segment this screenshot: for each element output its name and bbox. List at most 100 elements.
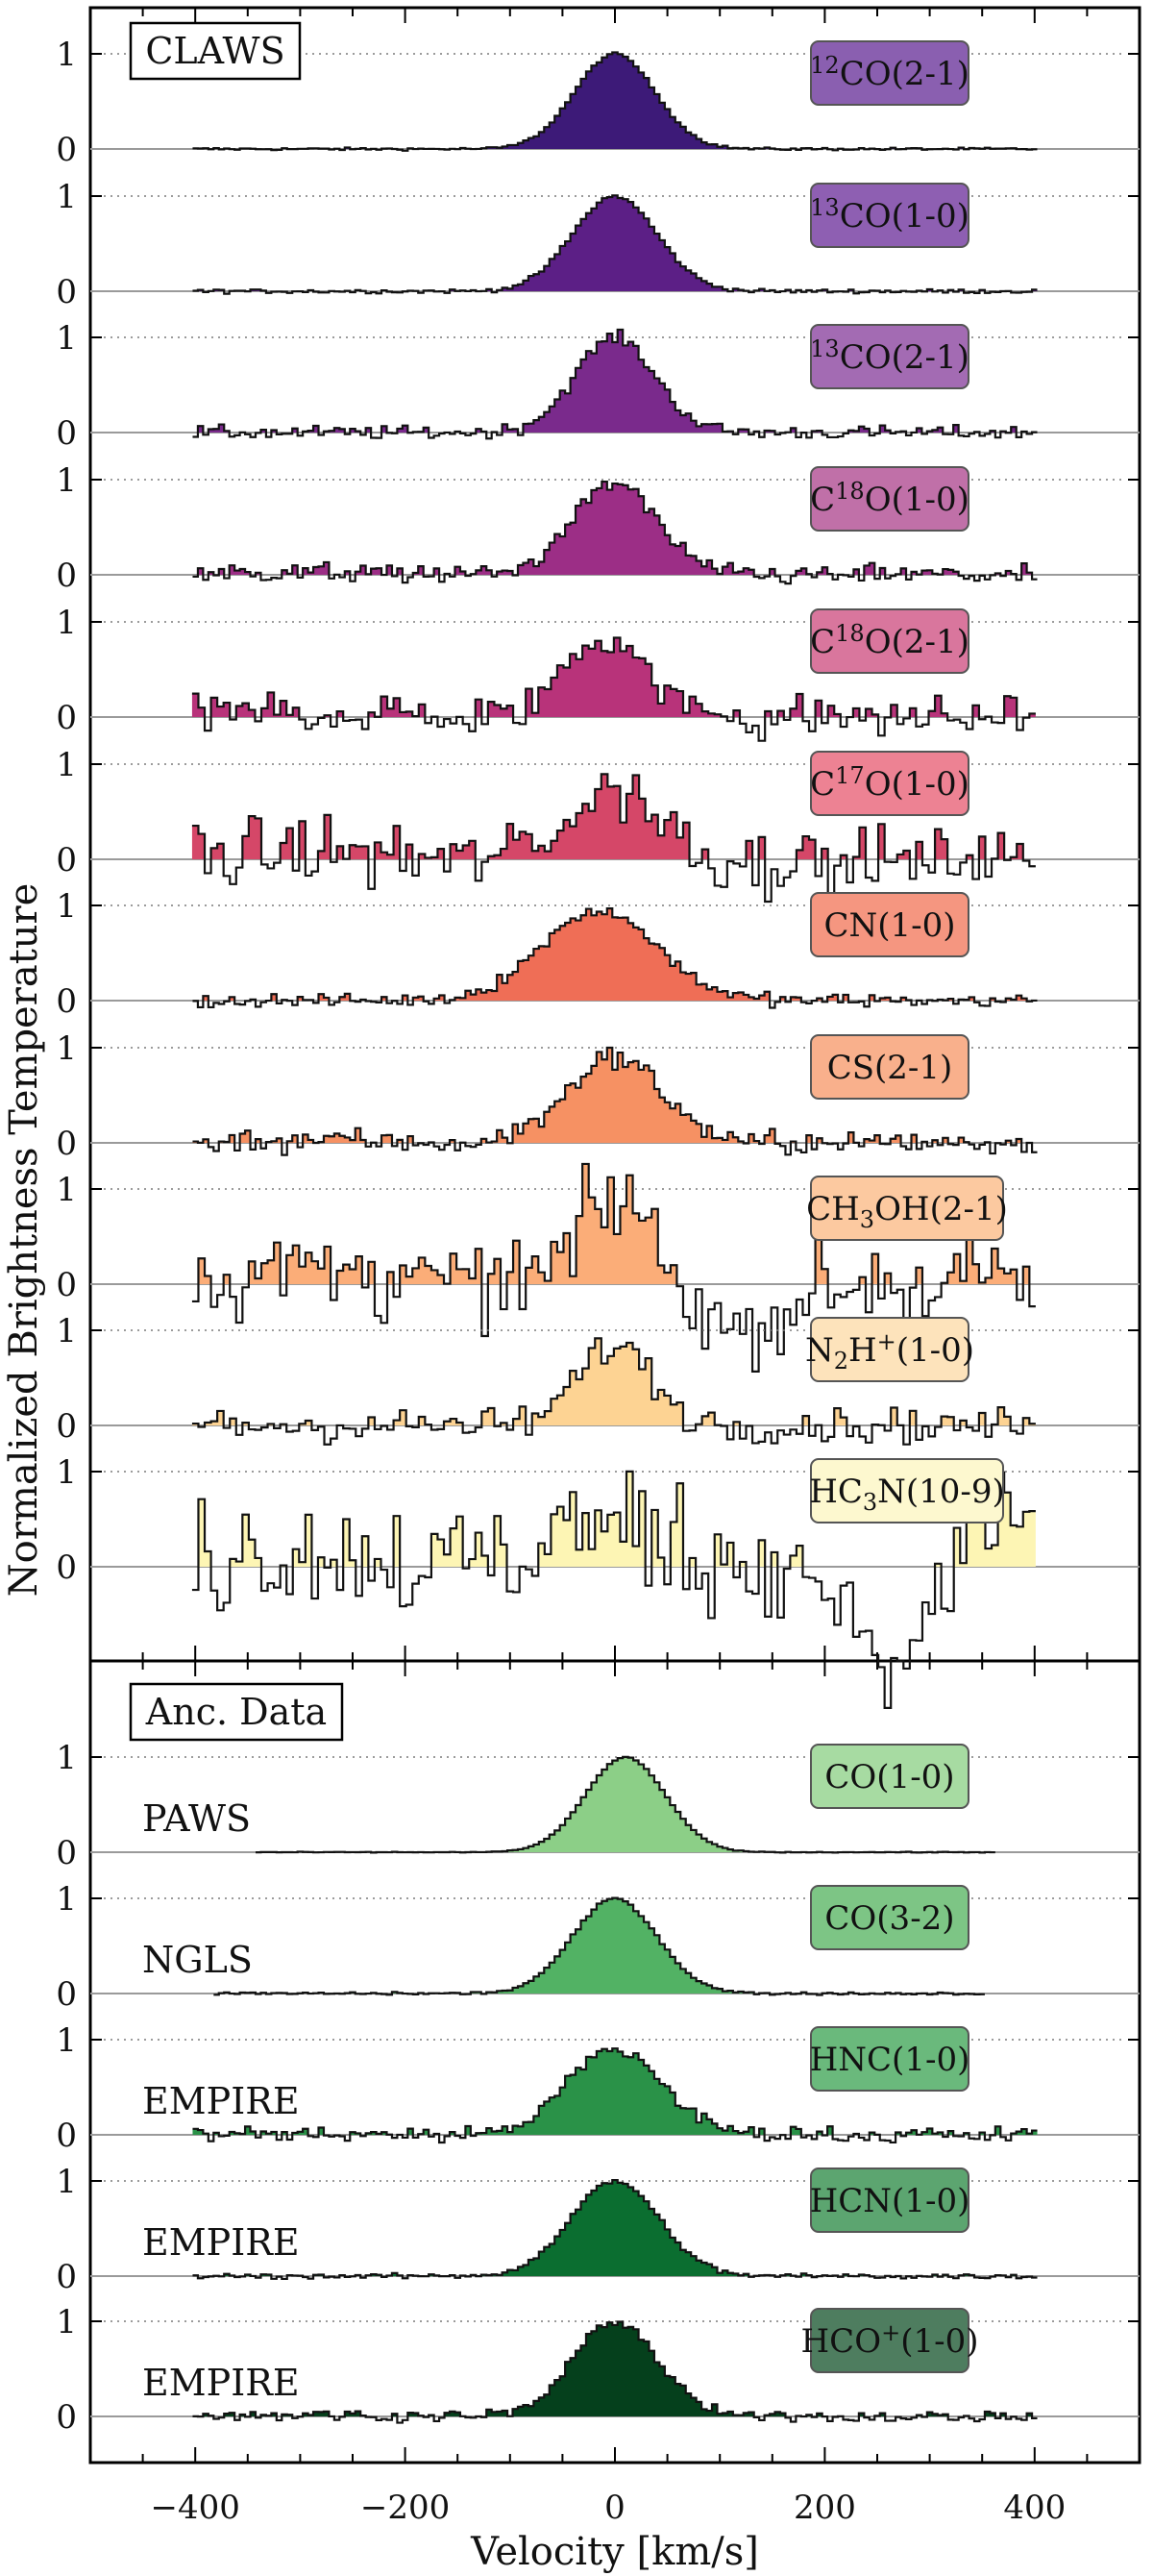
spectrum-fill — [203, 908, 1038, 1001]
species-box — [810, 751, 969, 816]
species-box — [810, 1458, 1004, 1523]
spectrum-fill — [191, 1338, 1036, 1425]
claws-box — [129, 21, 302, 81]
y-tick-label: 1 — [56, 36, 77, 74]
species-box — [810, 2026, 969, 2092]
spectrum-4: 01 — [56, 604, 1140, 742]
species-label: 12CO(2-1) — [810, 52, 969, 93]
y-axis-label: Normalized Brightness Temperature — [2, 883, 46, 1598]
survey-label: EMPIRE — [142, 2080, 300, 2122]
spectrum-15: 01 — [56, 2303, 1140, 2437]
survey-label: EMPIRE — [142, 2221, 300, 2264]
spectrum-8: 01 — [56, 1162, 1140, 1373]
y-tick-label: 0 — [56, 982, 77, 1021]
spectrum-fill — [197, 482, 1033, 575]
spectrum-line — [192, 1046, 1038, 1156]
species-label: 13CO(1-0) — [810, 194, 969, 235]
spectrum-0: 01 — [56, 36, 1140, 169]
spectrum-fill — [192, 2048, 1038, 2135]
y-tick-label: 0 — [56, 414, 77, 453]
spectrum-11: 01 — [56, 1739, 1140, 1872]
y-tick-label: 1 — [56, 746, 77, 784]
spectrum-line — [192, 194, 1038, 295]
spectrum-line — [192, 480, 1038, 585]
species-label: CH3OH(2-1) — [806, 1190, 1008, 1233]
spectrum-fill — [192, 2180, 1017, 2276]
spectrum-line — [191, 636, 1036, 742]
species-box — [810, 1317, 969, 1382]
species-label: HC3N(10-9) — [809, 1473, 1005, 1516]
y-tick-label: 1 — [56, 1880, 77, 1919]
spectrum-line — [213, 1896, 985, 1996]
y-tick-label: 0 — [56, 841, 77, 879]
species-box — [810, 892, 969, 957]
spectrum-line — [192, 2047, 1038, 2144]
species-box — [810, 1885, 969, 1950]
spectrum-13: 01 — [56, 2021, 1140, 2155]
y-tick-label: 1 — [56, 178, 77, 216]
spectrum-10: 01 — [56, 1453, 1140, 1709]
spectrum-line — [192, 907, 1038, 1009]
species-label: CO(1-0) — [824, 1758, 954, 1796]
y-tick-label: 1 — [56, 1029, 77, 1068]
spectrum-line — [191, 1162, 1036, 1373]
y-tick-label: 1 — [56, 461, 77, 500]
species-box — [810, 1034, 969, 1100]
spectrum-12: 01 — [56, 1880, 1140, 2014]
y-tick-label: 0 — [56, 1266, 77, 1304]
x-tick-label: −200 — [360, 2489, 450, 2527]
y-tick-label: 0 — [56, 1975, 77, 2014]
spectrum-line — [191, 1337, 1036, 1446]
species-label: 13CO(2-1) — [810, 335, 969, 377]
y-tick-label: 1 — [56, 604, 77, 642]
survey-label: PAWS — [142, 1797, 251, 1840]
species-box — [810, 466, 969, 532]
y-tick-label: 1 — [56, 887, 77, 926]
spectrum-line — [192, 51, 1038, 152]
species-label: CS(2-1) — [827, 1049, 953, 1087]
y-tick-label: 1 — [56, 1739, 77, 1777]
y-tick-label: 1 — [56, 2163, 77, 2201]
y-tick-label: 0 — [56, 1407, 77, 1446]
y-tick-label: 0 — [56, 1125, 77, 1163]
y-tick-label: 0 — [56, 2398, 77, 2437]
spectrum-line — [192, 2178, 1038, 2281]
y-tick-label: 1 — [56, 2303, 77, 2341]
y-tick-label: 0 — [56, 557, 77, 595]
y-tick-label: 0 — [56, 131, 77, 169]
spectrum-fill — [192, 2321, 1033, 2416]
species-label: CN(1-0) — [823, 906, 955, 945]
species-box — [810, 1176, 1004, 1241]
spectrum-fill — [192, 52, 1017, 149]
species-label: HCN(1-0) — [810, 2182, 970, 2220]
spectrum-line — [255, 1755, 995, 1854]
species-label: N2H+(1-0) — [805, 1328, 974, 1375]
spectrum-5: 01 — [56, 746, 1140, 904]
species-box — [810, 1744, 969, 1809]
x-axis-label: Velocity [km/s] — [470, 2530, 759, 2574]
spectrum-9: 01 — [56, 1312, 1140, 1446]
y-tick-label: 0 — [56, 2117, 77, 2155]
survey-label: NGLS — [142, 1939, 253, 1981]
spectrum-fill — [218, 1897, 954, 1994]
figure-frame — [88, 6, 1141, 2465]
spectrum-1: 01 — [56, 178, 1140, 311]
y-tick-label: 0 — [56, 273, 77, 311]
y-tick-label: 1 — [56, 1453, 77, 1492]
x-tick-label: 0 — [604, 2489, 626, 2527]
y-tick-label: 1 — [56, 2021, 77, 2060]
species-label: HCO+(1-0) — [801, 2319, 979, 2361]
claws-title: CLAWS — [145, 30, 284, 72]
spectrum-7: 01 — [56, 1029, 1140, 1163]
y-tick-label: 1 — [56, 319, 77, 358]
spectrum-fill — [260, 1756, 991, 1852]
species-label: HNC(1-0) — [810, 2041, 970, 2079]
species-box — [810, 324, 969, 389]
species-label: C17O(1-0) — [810, 762, 969, 804]
x-tick-label: −400 — [151, 2489, 240, 2527]
x-tick-label: 200 — [794, 2489, 856, 2527]
anc-box — [129, 1682, 344, 1742]
anc-title: Anc. Data — [145, 1691, 327, 1733]
